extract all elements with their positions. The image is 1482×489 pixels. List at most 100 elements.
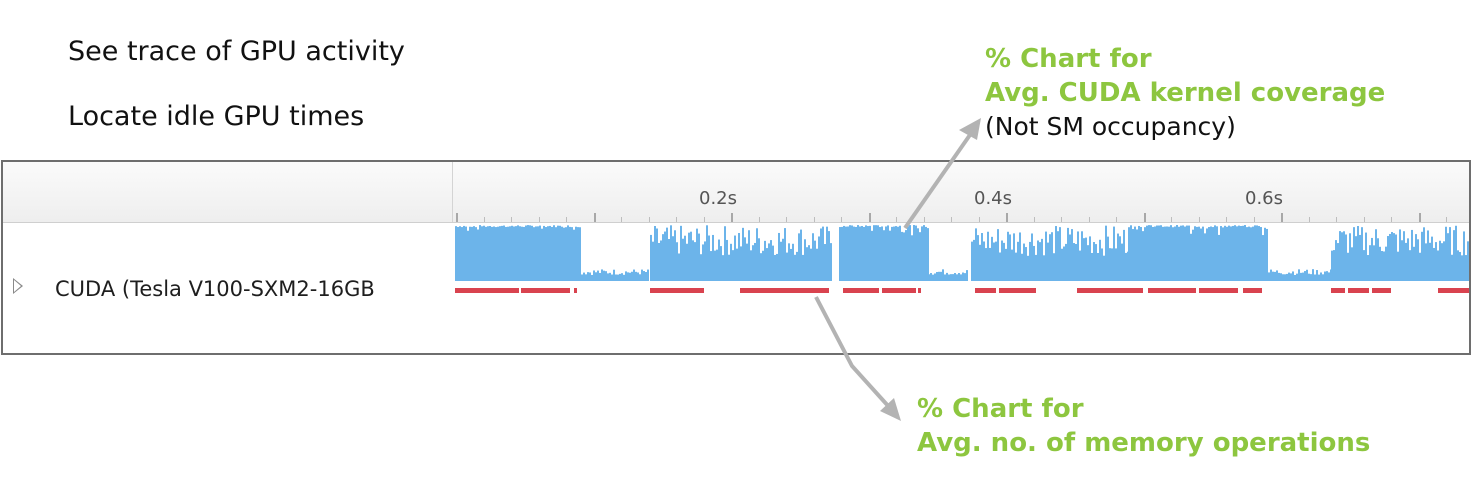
kernel-coverage-bar <box>790 248 792 281</box>
kernel-coverage-bar <box>1065 243 1067 281</box>
kernel-coverage-bar <box>1425 243 1427 281</box>
kernel-coverage-bar <box>845 226 847 281</box>
kernel-coverage-bar <box>1069 234 1071 281</box>
kernel-coverage-bar <box>531 225 533 281</box>
kernel-coverage-bar <box>627 272 629 281</box>
kernel-coverage-bar <box>637 272 639 281</box>
kernel-coverage-bar <box>579 227 581 281</box>
kernel-coverage-bar <box>1401 240 1403 281</box>
kernel-coverage-bar <box>1337 243 1339 281</box>
kernel-coverage-bar <box>857 225 859 281</box>
kernel-coverage-bar <box>1013 233 1015 281</box>
ruler-tick <box>511 217 512 222</box>
kernel-coverage-bar <box>942 269 944 281</box>
kernel-coverage-bar <box>479 225 481 281</box>
kernel-coverage-bar <box>676 242 678 281</box>
kernel-coverage-bar <box>1457 250 1459 281</box>
kernel-coverage-bar <box>917 228 919 281</box>
kernel-coverage-bar <box>1238 225 1240 281</box>
kernel-coverage-bar <box>461 227 463 281</box>
kernel-coverage-bar <box>674 230 676 281</box>
kernel-coverage-bar <box>1296 273 1298 281</box>
triangle-right-icon[interactable] <box>13 278 23 294</box>
kernel-coverage-bar <box>1228 225 1230 281</box>
kernel-coverage-bar <box>1113 226 1115 281</box>
kernel-coverage-bar <box>1244 225 1246 281</box>
kernel-coverage-bar <box>1206 228 1208 281</box>
kernel-coverage-bar <box>650 234 652 281</box>
timeline-panel[interactable]: 0.2s 0.4s 0.6s CUDA (Tesla V100-SXM2-16G… <box>1 160 1471 355</box>
kernel-coverage-bar <box>539 225 541 281</box>
kernel-coverage-series <box>455 225 1469 281</box>
kernel-coverage-bar <box>948 274 950 281</box>
kernel-coverage-bar <box>1053 253 1055 281</box>
kernel-coverage-bar <box>983 241 985 281</box>
kernel-coverage-bar <box>744 237 746 281</box>
kernel-coverage-bar <box>869 225 871 281</box>
kernel-coverage-bar <box>533 227 535 281</box>
kernel-coverage-bar <box>664 231 666 281</box>
kernel-coverage-bar <box>1220 226 1222 281</box>
kernel-coverage-bar <box>549 225 551 281</box>
kernel-coverage-bar <box>826 226 828 281</box>
kernel-coverage-bar <box>1328 272 1330 281</box>
kernel-coverage-bar <box>563 227 565 281</box>
kernel-coverage-bar <box>859 226 861 281</box>
kernel-coverage-bar <box>1266 228 1268 281</box>
kernel-coverage-bar <box>1170 225 1172 281</box>
kernel-coverage-bar <box>873 225 875 281</box>
kernel-coverage-bar <box>1403 231 1405 281</box>
kernel-coverage-bar <box>919 232 921 281</box>
kernel-coverage-bar <box>1385 246 1387 281</box>
kernel-coverage-bar <box>1377 238 1379 281</box>
kernel-coverage-bar <box>780 241 782 281</box>
kernel-coverage-bar <box>1379 246 1381 281</box>
kernel-coverage-bar <box>571 227 573 281</box>
kernel-coverage-bar <box>591 274 593 281</box>
time-ruler[interactable]: 0.2s 0.4s 0.6s <box>3 162 1469 223</box>
kernel-coverage-bar <box>1192 229 1194 281</box>
kernel-coverage-bar <box>625 271 627 281</box>
kernel-coverage-bar <box>495 227 497 281</box>
kernel-coverage-bar <box>724 226 726 281</box>
kernel-coverage-bar <box>885 226 887 281</box>
kernel-coverage-bar <box>973 239 975 281</box>
ruler-tick <box>539 217 540 222</box>
ruler-tick <box>1144 213 1146 222</box>
cuda-trace-chart[interactable] <box>3 162 1469 353</box>
memory-operation-bar <box>1199 288 1238 293</box>
kernel-coverage-bar <box>798 233 800 281</box>
kernel-coverage-bar <box>1320 272 1322 281</box>
kernel-coverage-bar <box>535 226 537 281</box>
kernel-coverage-bar <box>1339 231 1341 281</box>
kernel-coverage-bar <box>800 229 802 281</box>
kernel-coverage-bar <box>1256 225 1258 281</box>
kernel-coverage-bar <box>847 226 849 281</box>
kernel-coverage-bar <box>621 273 623 281</box>
kernel-coverage-bar <box>1437 250 1439 281</box>
kernel-coverage-bar <box>521 226 523 281</box>
kernel-coverage-bar <box>1130 225 1132 281</box>
kernel-coverage-bar <box>893 226 895 281</box>
kernel-coverage-bar <box>1037 240 1039 281</box>
memory-operation-bar <box>1331 288 1345 293</box>
kernel-coverage-bar <box>1226 226 1228 281</box>
kernel-coverage-bar <box>523 226 525 281</box>
kernel-coverage-bar <box>501 225 503 281</box>
kernel-coverage-bar <box>907 226 909 281</box>
kernel-coverage-bar <box>1363 250 1365 281</box>
kernel-coverage-bar <box>1218 234 1220 281</box>
kernel-coverage-bar <box>686 243 688 281</box>
kernel-coverage-bar <box>593 270 595 281</box>
kernel-coverage-bar <box>909 225 911 281</box>
kernel-coverage-bar <box>505 226 507 281</box>
kernel-coverage-bar <box>704 241 706 281</box>
ruler-tick <box>1006 213 1008 222</box>
kernel-coverage-bar <box>883 230 885 281</box>
kernel-coverage-bar <box>975 228 977 281</box>
ruler-tick <box>759 217 760 222</box>
kernel-coverage-bar <box>1248 226 1250 281</box>
kernel-coverage-bar <box>1242 225 1244 281</box>
kernel-coverage-bar <box>1121 243 1123 281</box>
kernel-coverage-bar <box>1101 248 1103 281</box>
